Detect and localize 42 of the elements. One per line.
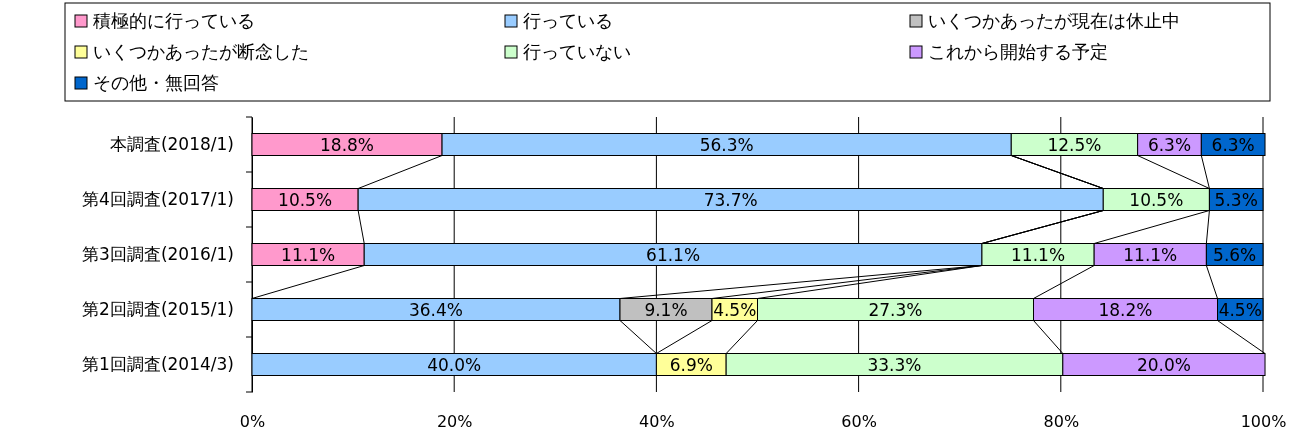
data-label: 5.6% — [1213, 244, 1257, 265]
data-label: 18.8% — [320, 134, 375, 155]
x-tick-label: 100% — [1240, 412, 1287, 432]
data-label: 27.3% — [868, 299, 923, 320]
legend-label: 行っていない — [523, 41, 631, 62]
data-label: 73.7% — [703, 189, 758, 210]
x-tick-label: 20% — [436, 412, 473, 432]
y-tick-label: 第4回調査(2017/1) — [82, 188, 234, 209]
data-label: 10.5% — [1129, 189, 1184, 210]
data-label: 20.0% — [1136, 354, 1191, 375]
data-label: 12.5% — [1047, 134, 1102, 155]
data-label: 4.5% — [1218, 299, 1262, 320]
y-tick-label: 本調査(2018/1) — [109, 133, 234, 154]
y-tick-label: 第1回調査(2014/3) — [82, 353, 234, 374]
data-label: 56.3% — [699, 134, 754, 155]
data-label: 6.3% — [1211, 134, 1255, 155]
legend-label: 積極的に行っている — [93, 10, 255, 31]
data-label: 5.3% — [1214, 189, 1258, 210]
data-label: 33.3% — [867, 354, 922, 375]
data-label: 61.1% — [646, 244, 701, 265]
x-tick-label: 40% — [639, 412, 675, 432]
data-label: 40.0% — [427, 354, 482, 375]
y-tick-label: 第3回調査(2016/1) — [82, 243, 234, 264]
data-label: 6.9% — [669, 354, 713, 375]
data-label: 4.5% — [713, 299, 757, 320]
data-label: 36.4% — [408, 299, 464, 320]
y-tick-label: 第2回調査(2015/1) — [82, 298, 234, 319]
data-label: 9.1% — [644, 299, 688, 320]
data-label: 11.1% — [281, 244, 336, 265]
data-label: 18.2% — [1098, 299, 1153, 320]
data-label: 6.3% — [1147, 134, 1192, 155]
x-tick-label: 80% — [1043, 412, 1080, 432]
legend-label: いくつかあったが断念した — [93, 41, 309, 62]
x-tick-label: 60% — [841, 412, 877, 432]
legend-label: その他・無回答 — [93, 72, 219, 93]
legend-label: 行っている — [523, 10, 613, 31]
data-label: 10.5% — [278, 189, 333, 210]
legend-label: これから開始する予定 — [928, 41, 1108, 62]
data-label: 11.1% — [1123, 244, 1178, 265]
data-label: 11.1% — [1011, 244, 1066, 265]
x-tick-label: 0% — [239, 412, 266, 432]
legend-label: いくつかあったが現在は休止中 — [928, 10, 1180, 31]
